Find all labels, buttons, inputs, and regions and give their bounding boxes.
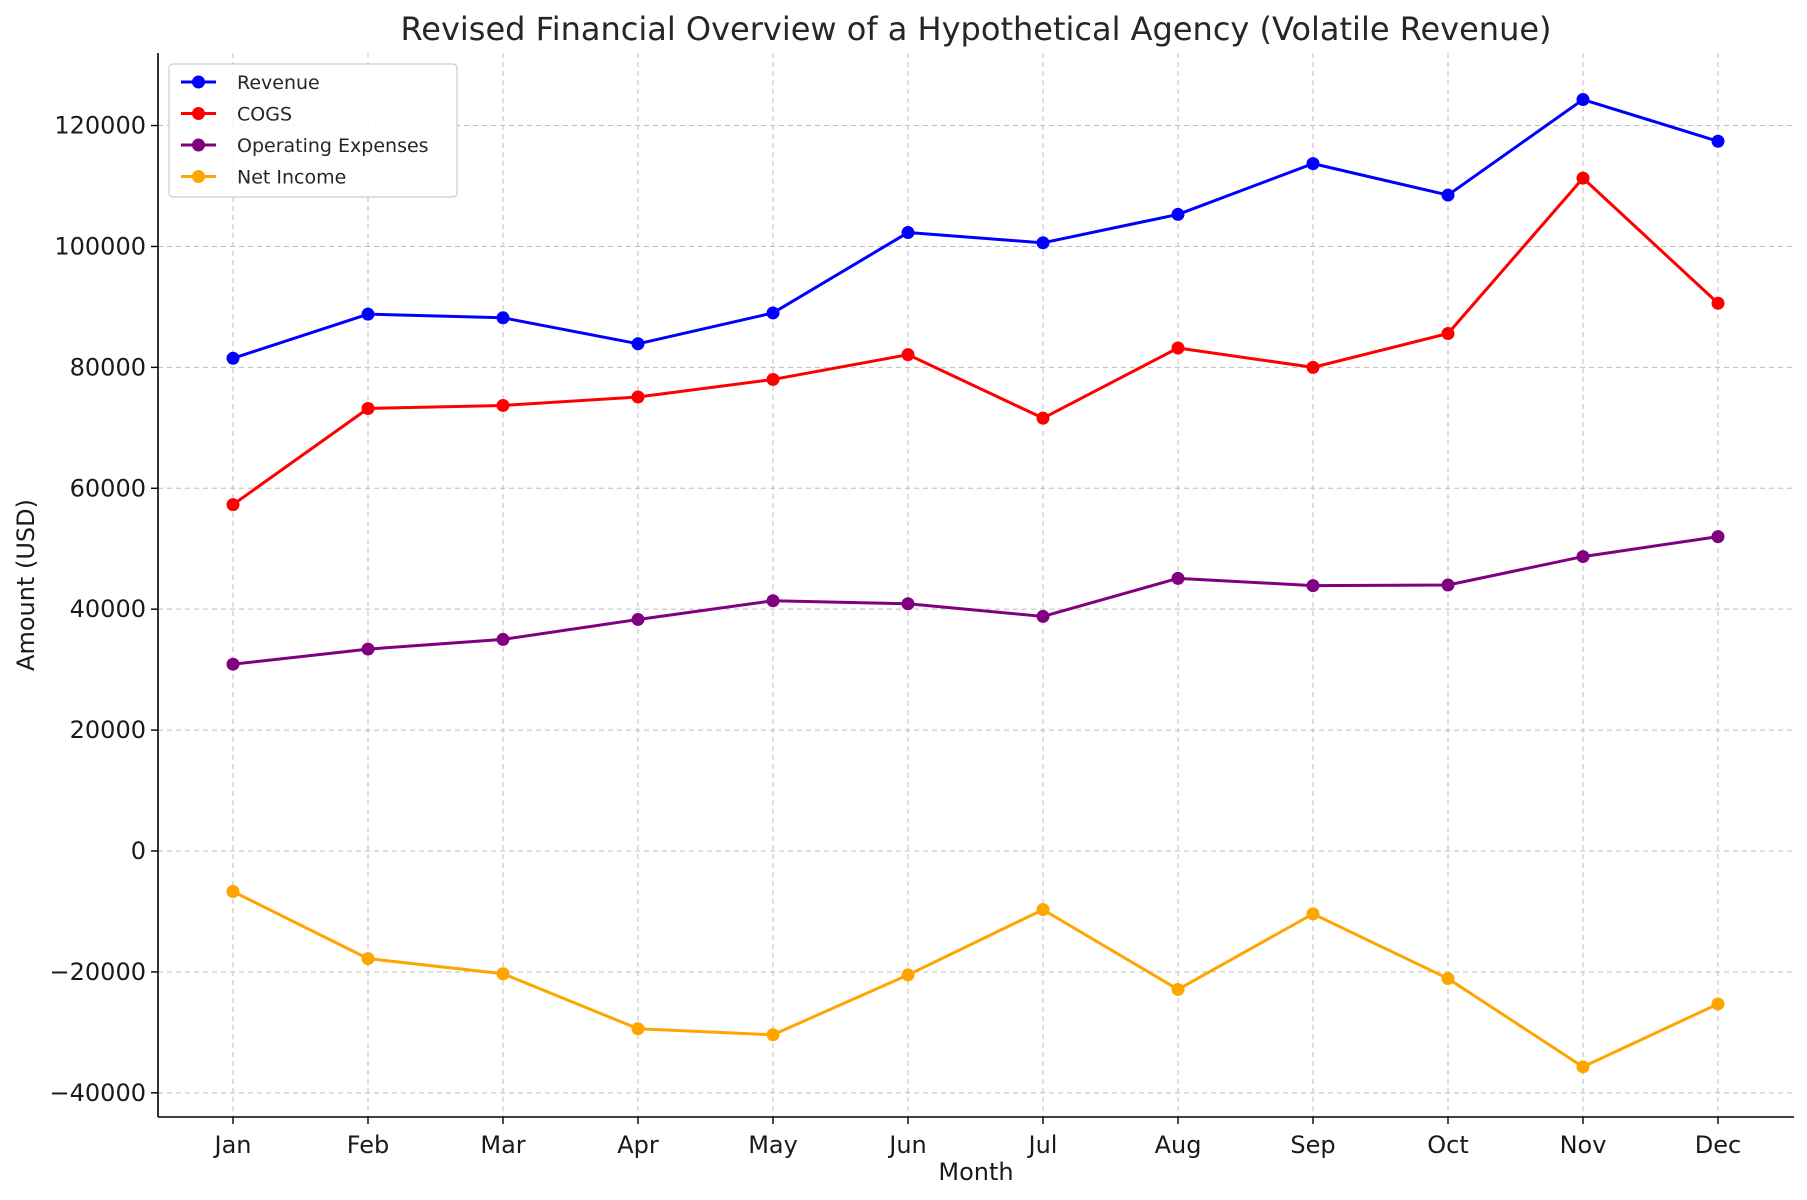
series-cogs — [226, 171, 1725, 512]
x-tick-label: Jul — [1027, 1131, 1058, 1159]
data-point — [1576, 171, 1590, 185]
data-point — [1306, 360, 1320, 374]
series-net-income — [226, 885, 1725, 1074]
data-point — [1171, 982, 1185, 996]
data-point — [496, 311, 510, 325]
data-point — [361, 307, 375, 321]
y-tick-label: 20000 — [70, 716, 146, 744]
ticks: Jan Feb Mar Apr May Jun Jul Aug Sep Oct Nov Dec −400… — [50, 112, 1742, 1159]
data-point — [1036, 236, 1050, 250]
data-point — [226, 885, 240, 899]
y-tick-label: 120000 — [54, 112, 146, 140]
series-line — [232, 176, 1720, 506]
legend: Revenue COGS Operating Expenses Net Income — [168, 63, 458, 198]
y-tick-label: 40000 — [70, 595, 146, 623]
x-tick-label: Nov — [1560, 1131, 1607, 1159]
data-point — [1036, 609, 1050, 623]
series-line — [232, 890, 1719, 1069]
y-tick-label: −40000 — [50, 1079, 146, 1107]
data-point — [1441, 578, 1455, 592]
y-tick-label: 80000 — [70, 353, 146, 381]
data-point — [1576, 1060, 1590, 1074]
data-point — [226, 498, 240, 512]
data-point — [361, 952, 375, 966]
data-point — [1441, 188, 1455, 202]
legend-marker — [192, 107, 205, 120]
x-tick-label: Sep — [1290, 1131, 1335, 1159]
x-tick-label: Oct — [1427, 1131, 1469, 1159]
series-line — [232, 535, 1719, 666]
data-point — [226, 351, 240, 365]
data-point — [631, 1022, 645, 1036]
y-tick-label: 100000 — [54, 232, 146, 260]
x-axis-label: Month — [938, 1158, 1013, 1186]
legend-label: Revenue — [237, 72, 320, 94]
series-operating-expenses — [226, 530, 1725, 671]
data-point — [901, 968, 915, 982]
data-point — [766, 372, 780, 386]
x-tick-label: Dec — [1695, 1131, 1741, 1159]
y-axis-label: Amount (USD) — [12, 499, 40, 671]
legend-label: Net Income — [237, 167, 346, 189]
legend-marker — [192, 138, 205, 152]
data-point — [631, 337, 645, 351]
data-point — [1576, 550, 1590, 564]
data-point — [1306, 579, 1320, 593]
data-point — [361, 401, 375, 415]
grid — [158, 53, 1794, 1117]
data-point — [1036, 411, 1050, 425]
data-point — [766, 1028, 780, 1042]
data-point — [901, 348, 915, 362]
data-point — [496, 398, 510, 412]
data-point — [1711, 530, 1725, 544]
x-tick-label: Apr — [617, 1131, 659, 1159]
legend-label: COGS — [237, 104, 292, 126]
data-point — [226, 657, 240, 671]
x-tick-label: Jan — [213, 1131, 252, 1159]
data-point — [1306, 157, 1320, 171]
data-point — [631, 612, 645, 626]
data-point — [1576, 93, 1590, 107]
data-point — [631, 390, 645, 404]
data-point — [1711, 997, 1725, 1011]
axes — [157, 53, 1794, 1118]
x-tick-label: Jun — [887, 1131, 927, 1159]
y-tick-label: 60000 — [70, 474, 146, 502]
x-tick-label: Feb — [347, 1131, 390, 1159]
series-line — [232, 98, 1719, 360]
data-point — [361, 642, 375, 656]
series-group — [226, 93, 1725, 1074]
x-tick-label: Aug — [1155, 1131, 1202, 1159]
data-point — [766, 306, 780, 320]
x-tick-label: May — [748, 1131, 798, 1159]
data-point — [901, 597, 915, 611]
data-point — [1441, 972, 1455, 986]
legend-marker — [192, 75, 205, 89]
data-point — [1441, 327, 1455, 341]
data-point — [766, 594, 780, 608]
data-point — [1711, 296, 1725, 310]
data-point — [1306, 907, 1320, 921]
y-tick-label: −20000 — [50, 958, 146, 986]
data-point — [1036, 903, 1050, 917]
x-tick-label: Mar — [480, 1131, 525, 1159]
series-revenue — [226, 93, 1725, 365]
data-point — [1171, 341, 1185, 355]
data-point — [496, 967, 510, 981]
legend-label: Operating Expenses — [237, 135, 429, 157]
data-point — [1711, 134, 1725, 148]
legend-frame — [168, 63, 458, 198]
data-point — [901, 226, 915, 240]
y-tick-label: 0 — [131, 837, 146, 865]
data-point — [1171, 571, 1185, 585]
chart-title: Revised Financial Overview of a Hypothet… — [400, 10, 1551, 48]
data-point — [1171, 207, 1185, 221]
legend-marker — [192, 170, 205, 183]
data-point — [496, 632, 510, 646]
